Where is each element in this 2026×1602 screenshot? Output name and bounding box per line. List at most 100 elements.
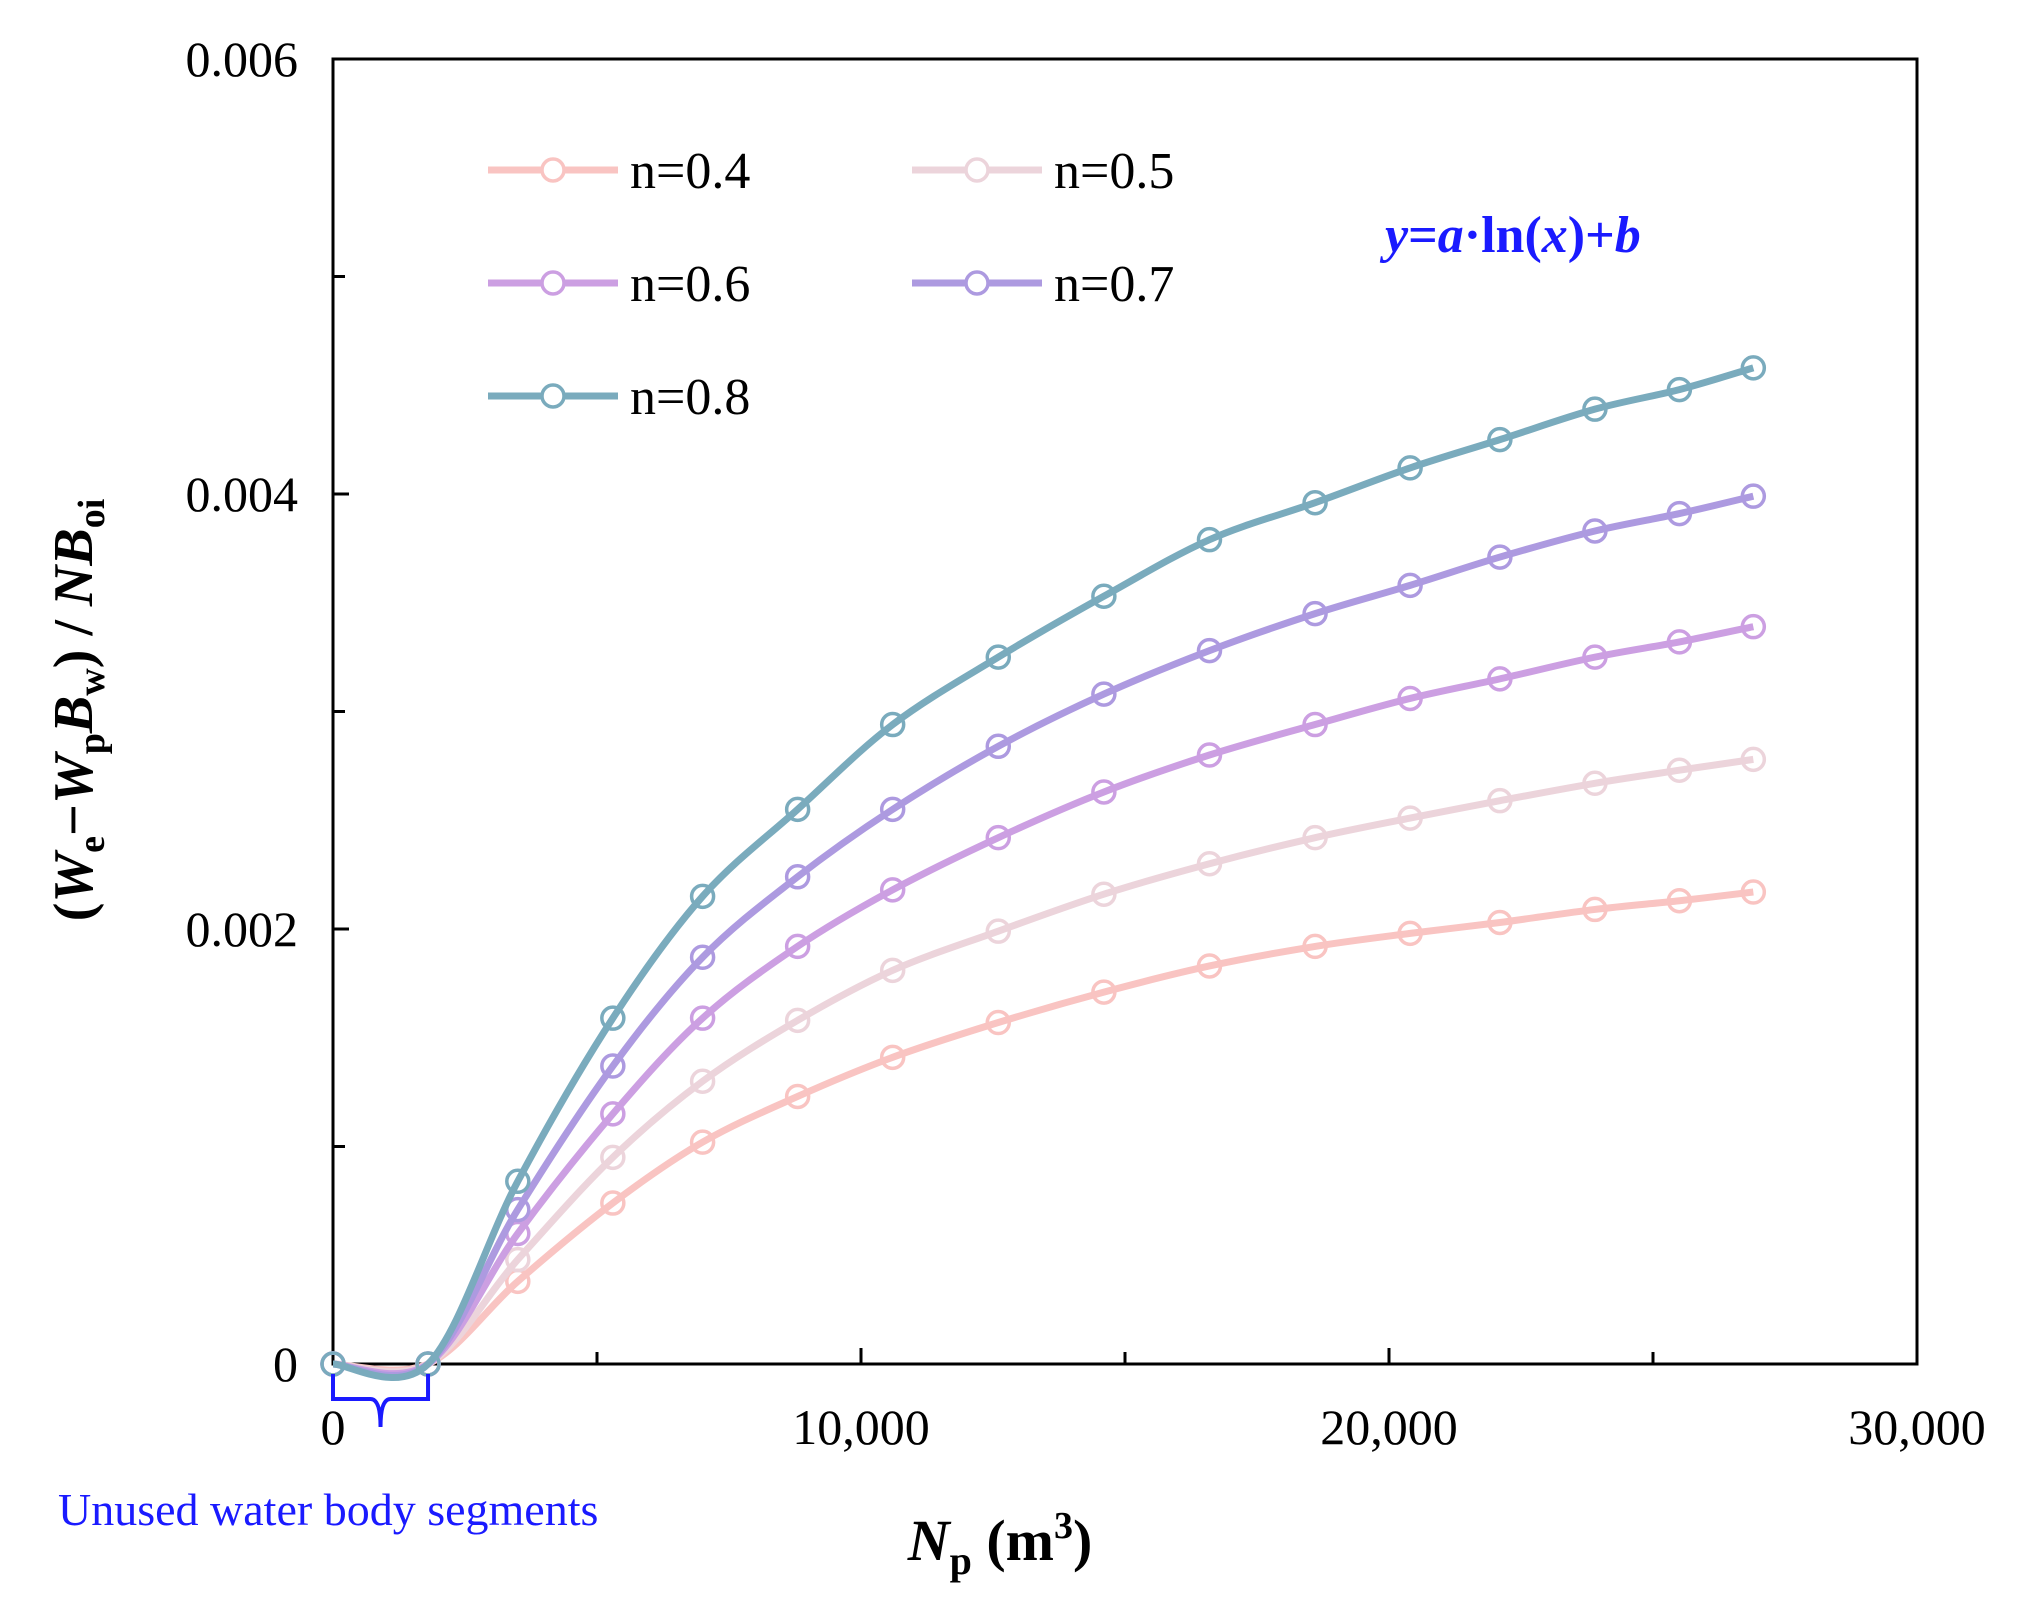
legend-label: n=0.8 xyxy=(630,369,750,426)
data-point xyxy=(1196,851,1223,877)
legend-label: n=0.6 xyxy=(630,256,750,313)
data-point xyxy=(1397,805,1423,831)
data-point xyxy=(505,1246,531,1273)
series-line-n06 xyxy=(332,623,1755,1378)
data-point xyxy=(1666,629,1693,655)
y-tick-label: 0.006 xyxy=(186,31,299,87)
legend-item-n05: n=0.5 xyxy=(912,143,1174,200)
data-point xyxy=(689,1129,716,1155)
data-point xyxy=(1397,455,1423,481)
x-tick-label: 0 xyxy=(321,1399,346,1455)
series-line-n08 xyxy=(332,364,1755,1381)
data-point xyxy=(1196,742,1223,768)
data-point xyxy=(689,1005,716,1031)
y-tick-label: 0 xyxy=(273,1336,298,1392)
data-point xyxy=(1302,824,1328,851)
data-point xyxy=(600,1101,626,1127)
data-point xyxy=(784,796,811,823)
y-tick-label: 0.004 xyxy=(186,466,299,522)
data-point xyxy=(1740,355,1767,381)
data-point xyxy=(1666,887,1693,914)
legend-item-n07: n=0.7 xyxy=(912,256,1174,313)
data-point xyxy=(689,944,716,971)
unused-segment-bracket xyxy=(331,1374,431,1428)
data-point xyxy=(1582,770,1608,797)
data-point xyxy=(784,864,811,890)
data-point xyxy=(1487,666,1513,692)
data-point xyxy=(1397,685,1423,712)
data-point xyxy=(1196,637,1223,664)
data-point xyxy=(784,1083,811,1110)
legend-swatch-marker xyxy=(540,270,566,296)
data-point xyxy=(1582,644,1608,670)
legend-swatch-marker xyxy=(540,383,566,409)
data-point xyxy=(985,733,1012,760)
data-point xyxy=(1582,396,1608,422)
data-point xyxy=(879,957,906,984)
data-point xyxy=(879,1044,906,1071)
data-point xyxy=(1740,483,1767,509)
data-point xyxy=(1487,909,1513,936)
legend-label: n=0.7 xyxy=(1054,256,1174,313)
data-point xyxy=(784,933,811,960)
data-point xyxy=(985,824,1012,851)
data-point xyxy=(1666,757,1693,783)
data-point xyxy=(1666,500,1693,527)
data-point xyxy=(1091,881,1117,907)
data-point xyxy=(1196,526,1223,553)
data-point xyxy=(1302,489,1328,516)
series-layer xyxy=(320,355,1767,1381)
data-point xyxy=(1397,572,1423,599)
legend-label: n=0.5 xyxy=(1054,143,1174,200)
data-point xyxy=(600,1005,626,1031)
data-point xyxy=(1397,920,1423,947)
data-point xyxy=(985,1009,1012,1036)
data-point xyxy=(1487,544,1513,570)
x-tick-label: 20,000 xyxy=(1320,1399,1458,1455)
series-n08 xyxy=(320,355,1767,1381)
data-point xyxy=(505,1168,531,1195)
series-line-n04 xyxy=(332,888,1754,1374)
series-line-n05 xyxy=(332,755,1754,1376)
legend-item-n06: n=0.6 xyxy=(488,256,750,313)
x-tick-label: 30,000 xyxy=(1848,1399,1986,1455)
data-point xyxy=(879,711,906,738)
data-point xyxy=(1196,953,1223,979)
data-point xyxy=(985,644,1012,670)
data-point xyxy=(985,918,1012,944)
series-n04 xyxy=(320,879,1767,1377)
data-point xyxy=(1740,746,1767,773)
data-point xyxy=(1582,518,1608,544)
data-point xyxy=(1091,779,1117,805)
unused-segment-label: Unused water body segments xyxy=(58,1484,598,1535)
data-point xyxy=(1740,613,1767,640)
legend-swatch-marker xyxy=(964,270,990,296)
x-axis-title: Np (m3) xyxy=(907,1505,1093,1583)
data-point xyxy=(1091,979,1117,1005)
data-point xyxy=(1487,426,1513,453)
data-point xyxy=(1302,711,1328,738)
formula-annotation: y=a·ln(x)+b xyxy=(1379,207,1641,264)
y-tick-label: 0.002 xyxy=(186,901,299,957)
legend-label: n=0.4 xyxy=(630,143,750,200)
legend-item-n04: n=0.4 xyxy=(488,143,750,200)
data-point xyxy=(1091,681,1117,707)
data-point xyxy=(1302,933,1328,960)
series-n07 xyxy=(320,483,1767,1379)
legend-swatch-marker xyxy=(964,157,990,183)
series-n05 xyxy=(320,746,1767,1377)
data-point xyxy=(689,883,716,910)
data-point xyxy=(1666,376,1693,403)
data-point xyxy=(879,796,906,823)
data-point xyxy=(784,1007,811,1034)
y-axis-title: (We−WpBw) / NBoi xyxy=(43,499,113,922)
data-point xyxy=(1740,879,1767,905)
legend-swatch-marker xyxy=(540,157,566,183)
data-point xyxy=(600,1053,626,1079)
data-point xyxy=(600,1190,626,1216)
data-point xyxy=(689,1068,716,1094)
data-point xyxy=(1302,600,1328,627)
data-point xyxy=(879,877,906,903)
x-tick-label: 10,000 xyxy=(792,1399,930,1455)
